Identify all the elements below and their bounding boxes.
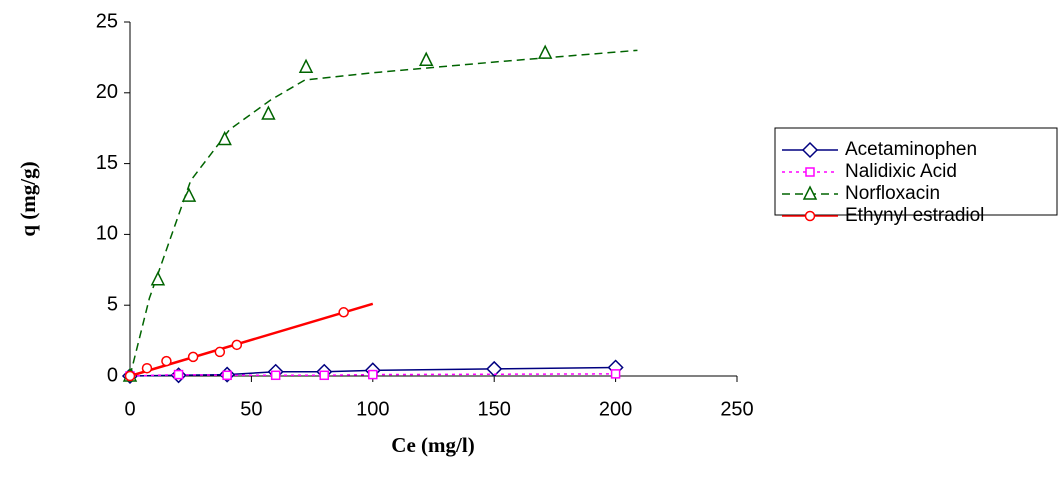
x-tick-label: 0: [124, 398, 135, 420]
marker: [486, 360, 503, 377]
marker: [214, 346, 226, 358]
marker: [222, 370, 232, 381]
marker: [141, 362, 153, 374]
marker: [181, 187, 197, 202]
marker: [801, 141, 819, 159]
marker: [150, 271, 166, 286]
marker: [805, 167, 815, 177]
legend-label: Nalidixic Acid: [845, 161, 957, 182]
y-tick-label: 20: [96, 81, 118, 103]
marker: [368, 369, 378, 380]
marker: [161, 355, 172, 367]
x-axis-title: Ce (mg/l): [391, 433, 474, 457]
y-tick-label: 10: [96, 223, 118, 245]
marker: [187, 351, 199, 363]
marker: [124, 370, 136, 382]
marker: [261, 105, 276, 120]
y-tick-label: 25: [96, 10, 118, 32]
series-line: [129, 49, 638, 377]
x-tick-label: 50: [240, 398, 262, 420]
y-tick-label: 5: [107, 293, 118, 315]
legend-box: [774, 127, 1058, 216]
marker: [610, 369, 621, 379]
marker: [804, 210, 816, 222]
marker: [338, 307, 349, 318]
marker: [802, 185, 818, 200]
y-axis-title: q (mg/g): [16, 161, 40, 236]
marker: [173, 369, 184, 380]
x-tick-label: 150: [478, 398, 511, 420]
legend-label: Ethynyl estradiol: [845, 205, 984, 226]
legend-label: Acetaminophen: [845, 139, 977, 160]
marker: [298, 58, 314, 74]
marker: [537, 44, 553, 59]
marker: [319, 370, 329, 381]
marker: [217, 130, 232, 146]
x-tick-label: 250: [720, 398, 753, 420]
marker: [270, 370, 281, 381]
y-tick-label: 15: [96, 152, 118, 174]
marker: [231, 339, 243, 351]
x-tick-label: 200: [599, 398, 632, 420]
y-tick-label: 0: [107, 364, 118, 386]
marker: [419, 51, 434, 66]
legend-label: Norfloxacin: [845, 183, 940, 204]
x-tick-label: 100: [356, 398, 389, 420]
